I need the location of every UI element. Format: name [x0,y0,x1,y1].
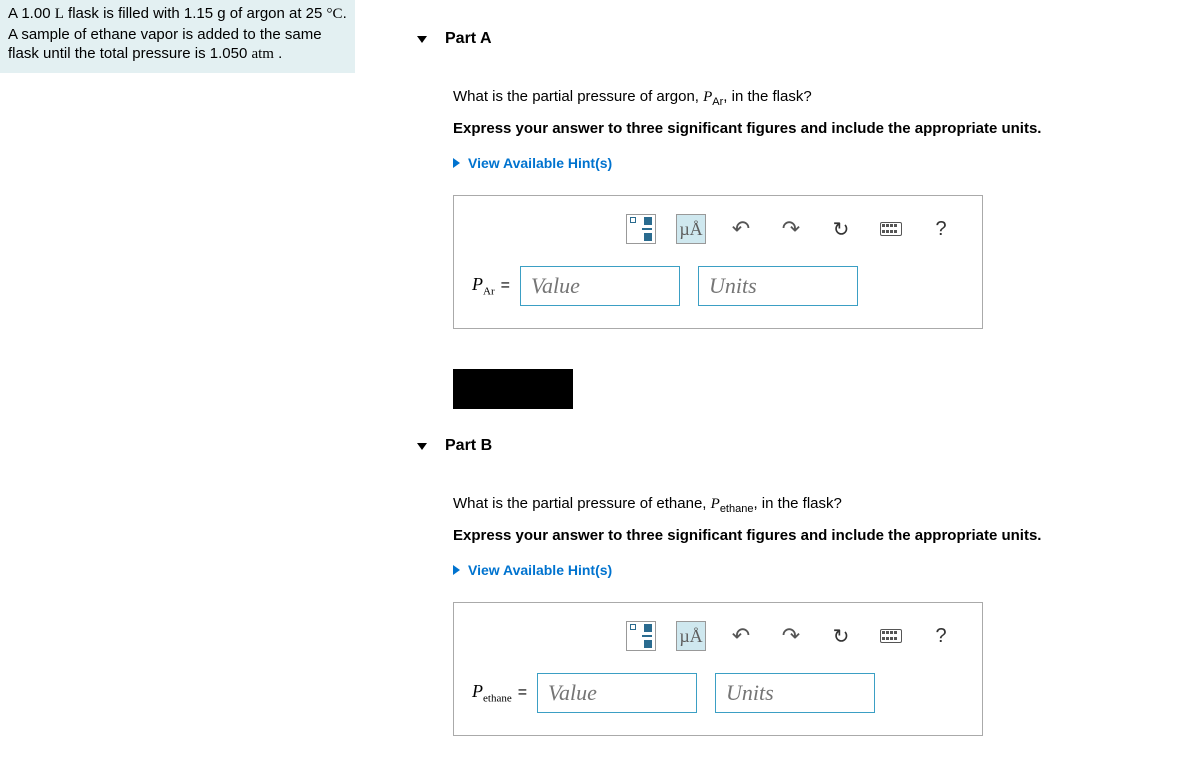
main-content: Part A What is the partial pressure of a… [435,30,1195,776]
mu-angstrom-icon: µÅ [679,219,702,240]
part-a-input-row: PAr = [472,266,964,306]
undo-icon: ↶ [732,623,750,649]
part-b-title: Part B [445,437,492,455]
keyboard-icon [880,222,902,236]
equals-sign: = [501,277,510,295]
undo-button[interactable]: ↶ [726,621,756,651]
part-a-instruction: Express your answer to three significant… [453,120,1195,137]
part-b-header[interactable]: Part B [435,437,1195,455]
answer-var-label: Pethane [472,681,512,705]
redo-button[interactable]: ↷ [776,214,806,244]
reset-icon: ↻ [833,217,850,242]
hint-label: View Available Hint(s) [468,562,612,578]
equals-sign: = [518,684,527,702]
part-a-answer-box: µÅ ↶ ↷ ↻ ? [453,195,983,329]
redacted-block [453,369,573,409]
part-b-input-row: Pethane = [472,673,964,713]
problem-text: A 1.00 L flask is filled with 1.15 g of … [8,5,347,62]
answer-toolbar: µÅ ↶ ↷ ↻ [472,621,964,651]
answer-toolbar: µÅ ↶ ↷ ↻ ? [472,214,964,244]
part-a-hint-toggle[interactable]: View Available Hint(s) [453,155,1195,171]
reset-button[interactable]: ↻ [826,214,856,244]
redo-icon: ↷ [782,216,800,242]
hint-label: View Available Hint(s) [468,155,612,171]
template-button[interactable] [626,621,656,651]
part-b-instruction: Express your answer to three significant… [453,527,1195,544]
undo-icon: ↶ [732,216,750,242]
help-icon: ? [935,625,946,648]
undo-button[interactable]: ↶ [726,214,756,244]
redo-icon: ↷ [782,623,800,649]
part-b-body: What is the partial pressure of ethane, … [453,495,1195,736]
part-b-answer-box: µÅ ↶ ↷ ↻ [453,602,983,736]
help-button[interactable]: ? [926,214,956,244]
part-a-title: Part A [445,30,492,48]
part-b-question: What is the partial pressure of ethane, … [453,495,1195,515]
collapse-caret-icon [417,36,427,43]
redo-button[interactable]: ↷ [776,621,806,651]
help-icon: ? [935,218,946,241]
collapse-caret-icon [417,443,427,450]
special-char-button[interactable]: µÅ [676,214,706,244]
keyboard-icon [880,629,902,643]
problem-statement: A 1.00 L flask is filled with 1.15 g of … [0,0,355,73]
part-a-body: What is the partial pressure of argon, P… [453,88,1195,329]
answer-var-label: PAr [472,274,495,298]
part-a-header[interactable]: Part A [435,30,1195,48]
mu-angstrom-icon: µÅ [679,626,702,647]
special-char-button[interactable]: µÅ [676,621,706,651]
part-b-hint-toggle[interactable]: View Available Hint(s) [453,562,1195,578]
expand-caret-icon [453,565,460,575]
units-input[interactable] [715,673,875,713]
part-a-question: What is the partial pressure of argon, P… [453,88,1195,108]
keyboard-button[interactable] [876,621,906,651]
value-input[interactable] [537,673,697,713]
reset-button[interactable]: ↻ [826,621,856,651]
keyboard-button[interactable] [876,214,906,244]
template-button[interactable] [626,214,656,244]
help-button[interactable]: ? [926,621,956,651]
fraction-template-icon [630,217,652,241]
units-input[interactable] [698,266,858,306]
reset-icon: ↻ [833,624,850,649]
value-input[interactable] [520,266,680,306]
fraction-template-icon [630,624,652,648]
expand-caret-icon [453,158,460,168]
